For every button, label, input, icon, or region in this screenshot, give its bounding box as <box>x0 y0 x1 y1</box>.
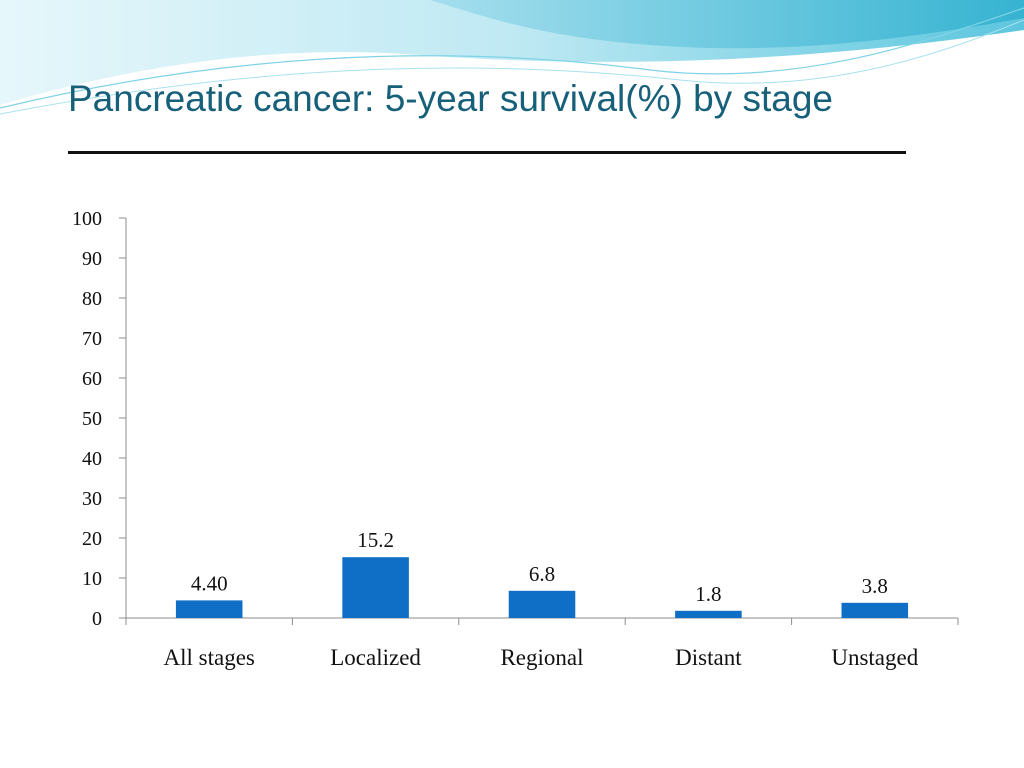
y-tick-label: 40 <box>82 448 102 470</box>
x-category-label: Regional <box>500 645 583 670</box>
data-label: 15.2 <box>357 528 394 552</box>
wave-line-2 <box>0 19 1024 115</box>
bar-distant <box>675 610 742 618</box>
bar-unstaged <box>841 602 909 618</box>
title-underline <box>68 151 906 154</box>
x-category-label: Distant <box>675 645 742 670</box>
y-tick-label: 80 <box>82 288 102 310</box>
wave-band-front <box>430 0 1024 49</box>
y-tick-label: 0 <box>92 608 102 630</box>
y-tick-label: 50 <box>82 408 102 430</box>
y-tick-label: 10 <box>82 568 102 590</box>
slide-title: Pancreatic cancer: 5-year survival(%) by… <box>68 78 833 119</box>
y-tick-label: 60 <box>82 368 102 390</box>
bar-all-stages <box>175 600 243 618</box>
x-category-label: Unstaged <box>831 645 918 670</box>
header-wave-decoration <box>0 0 1024 115</box>
y-tick-label: 100 <box>72 208 102 230</box>
y-tick-label: 90 <box>82 248 102 270</box>
wave-line-1 <box>0 7 1024 109</box>
y-tick-label: 30 <box>82 488 102 510</box>
data-label: 1.8 <box>695 582 721 606</box>
y-tick-label: 70 <box>82 328 102 350</box>
data-label: 6.8 <box>529 562 555 586</box>
bar-localized <box>342 557 409 618</box>
x-category-label: All stages <box>164 645 255 670</box>
data-label: 3.8 <box>862 574 888 598</box>
y-tick-label: 20 <box>82 528 102 550</box>
bar-regional <box>508 590 576 618</box>
x-category-label: Localized <box>330 645 421 670</box>
data-label: 4.40 <box>191 571 228 595</box>
